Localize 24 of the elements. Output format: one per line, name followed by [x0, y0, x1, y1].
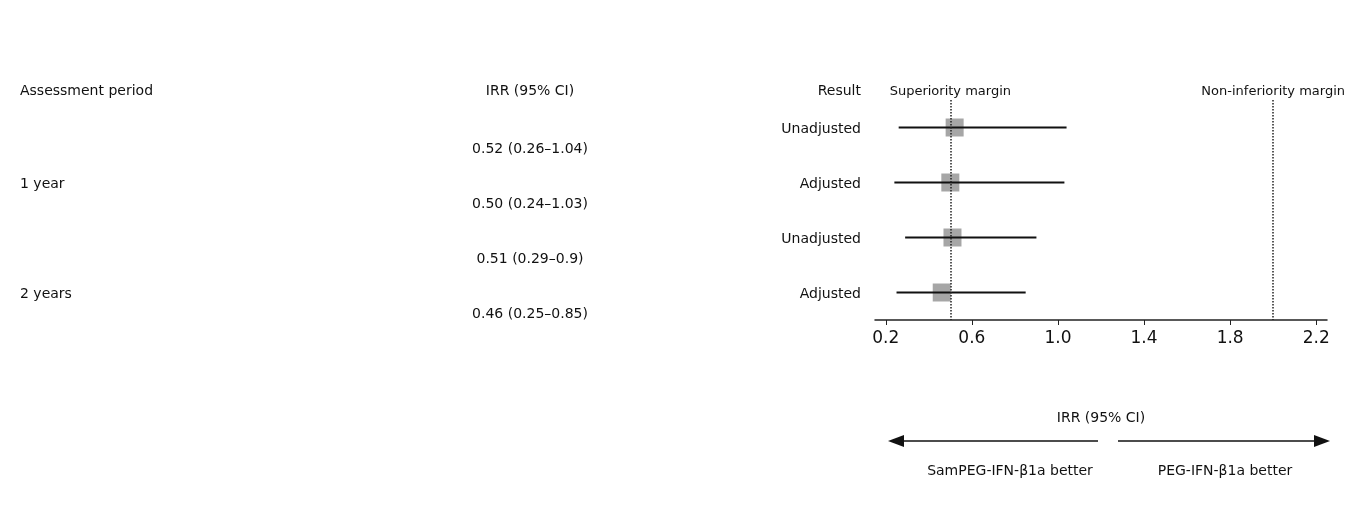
ref-line-label: Non-inferiority margin	[1201, 82, 1346, 98]
data-label: 0.46 (0.25–0.85)	[472, 304, 588, 321]
y-tick-label: Unadjusted	[781, 229, 861, 246]
data-label: 0.52 (0.26–1.04)	[472, 139, 588, 156]
x-tick-label: 0.2	[872, 326, 900, 347]
x-tick-label: 1.4	[1130, 326, 1158, 347]
text: 2 years	[20, 284, 72, 301]
data-label: 0.51 (0.29–0.9)	[476, 249, 584, 266]
x-axis-title: IRR (95% CI)	[1056, 409, 1146, 425]
x-tick-label: 2.2	[1302, 326, 1330, 347]
text: PEG-IFN-β1a better	[1157, 462, 1293, 478]
y-tick-label: Unadjusted	[781, 119, 861, 136]
y-tick-label: Adjusted	[799, 174, 861, 191]
y-tick-label: Adjusted	[799, 284, 861, 301]
x-tick-label: 0.6	[958, 326, 986, 347]
text: IRR (95% CI)	[485, 82, 575, 98]
x-tick-label: 1.0	[1044, 326, 1072, 347]
text: Result	[817, 82, 862, 98]
text: SamPEG-IFN-β1a better	[927, 462, 1094, 478]
data-label: 0.50 (0.24–1.03)	[472, 194, 588, 211]
text: 1 year	[20, 174, 65, 191]
ref-line-label: Superiority margin	[889, 82, 1012, 98]
text: Assessment period	[20, 82, 154, 98]
x-tick-label: 1.8	[1216, 326, 1244, 347]
